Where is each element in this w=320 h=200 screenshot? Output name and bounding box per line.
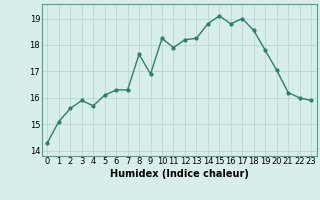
X-axis label: Humidex (Indice chaleur): Humidex (Indice chaleur) [110,169,249,179]
